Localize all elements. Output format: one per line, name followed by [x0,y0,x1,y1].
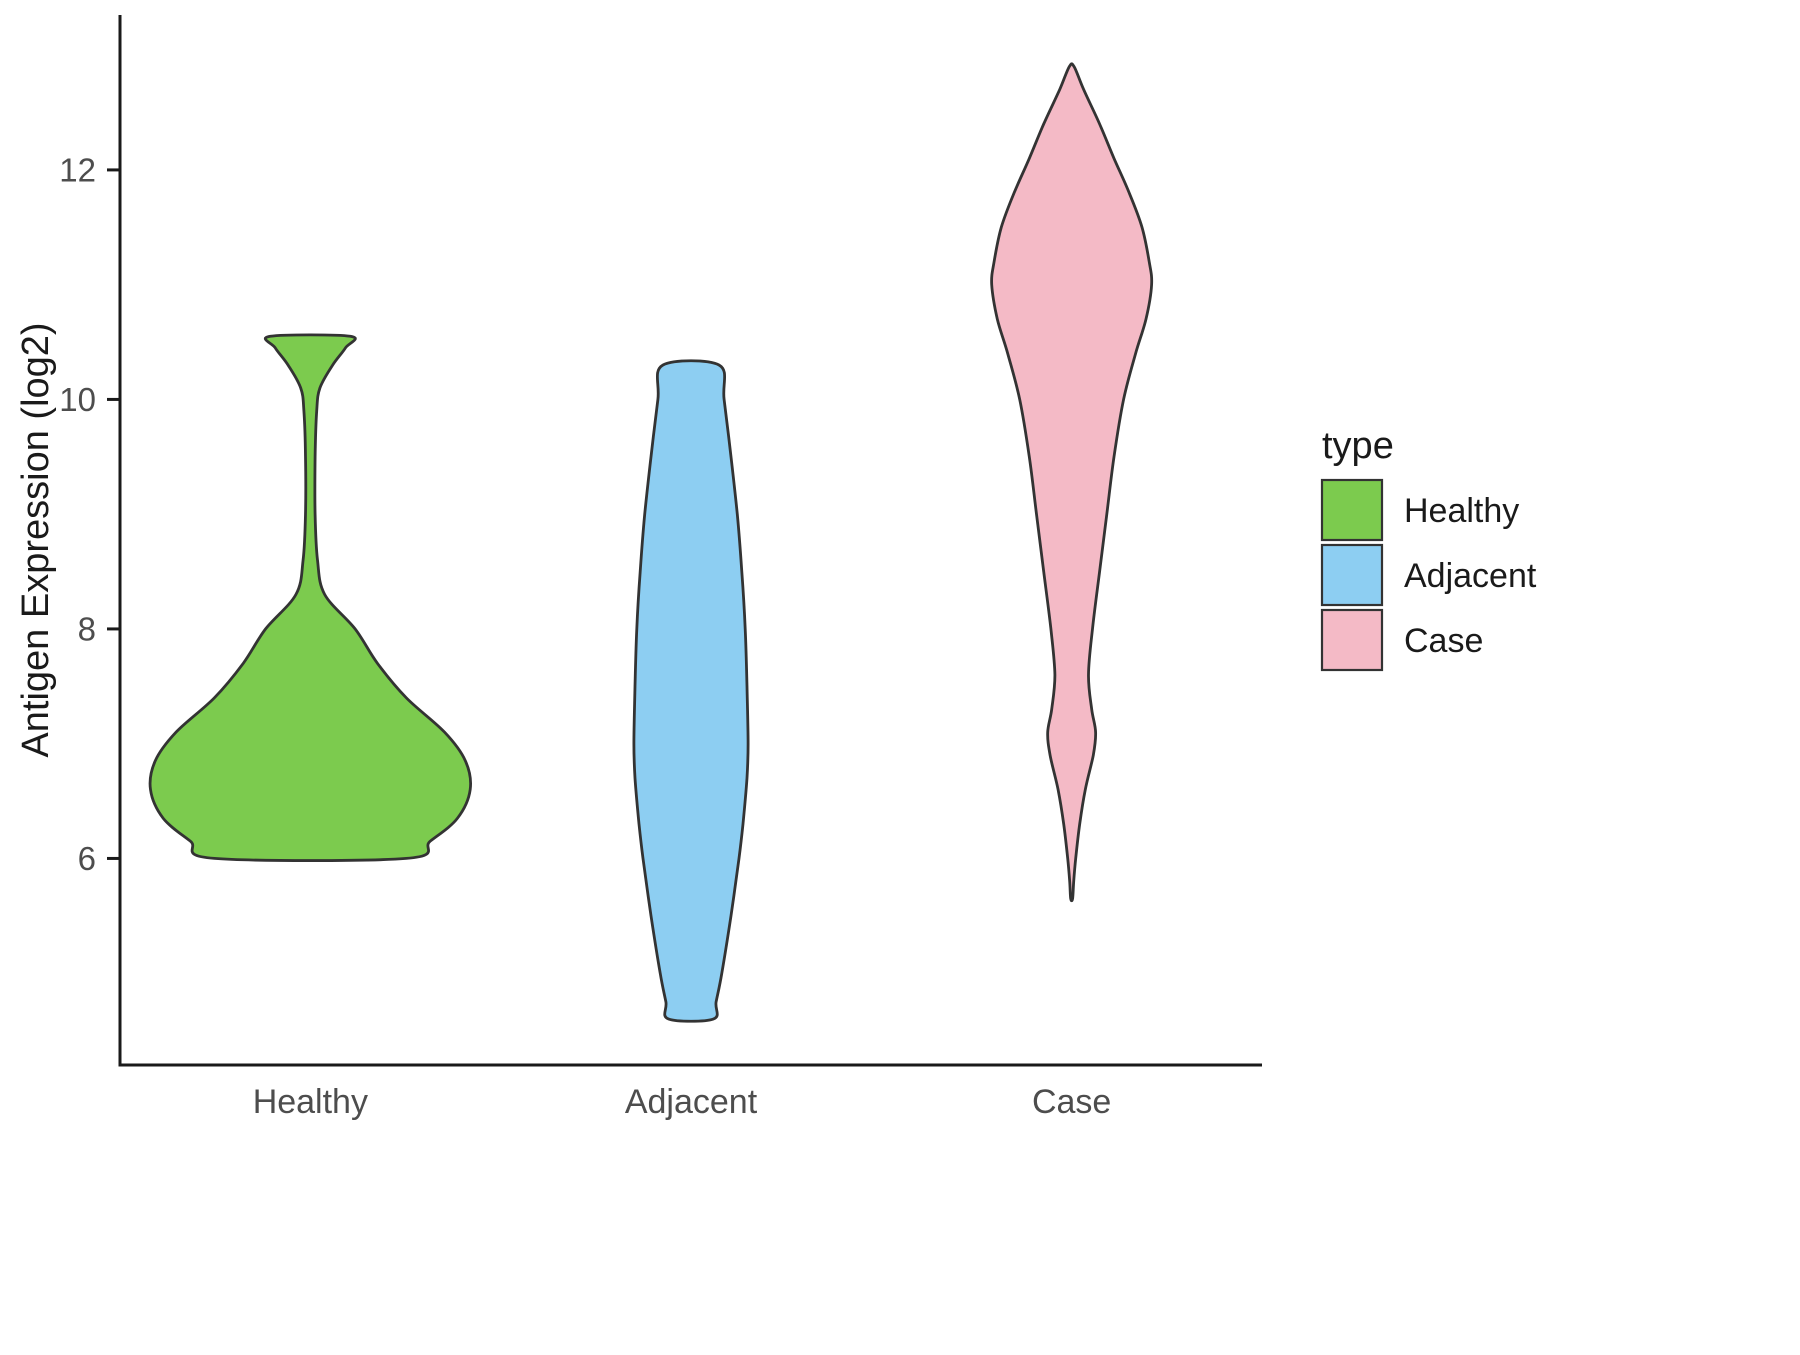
y-tick-label: 6 [78,840,96,877]
y-tick-label: 10 [59,381,96,418]
legend-label-case: Case [1404,622,1483,660]
violin-case [990,62,1154,903]
y-tick-label: 8 [78,610,96,647]
y-axis-title: Antigen Expression (log2) [15,322,57,757]
x-category-label: Case [1032,1083,1111,1121]
y-tick-label: 12 [59,151,96,188]
violin-adjacent [632,359,750,1023]
legend-label-adjacent: Adjacent [1404,557,1537,595]
x-category-label: Healthy [253,1083,368,1121]
violin-healthy [148,333,473,862]
legend-title: type [1322,425,1394,467]
x-category-label: Adjacent [625,1083,758,1121]
legend-key-healthy [1320,478,1384,542]
legend-key-adjacent [1320,543,1384,607]
legend-key-case [1320,608,1384,672]
legend-label-healthy: Healthy [1404,492,1519,530]
